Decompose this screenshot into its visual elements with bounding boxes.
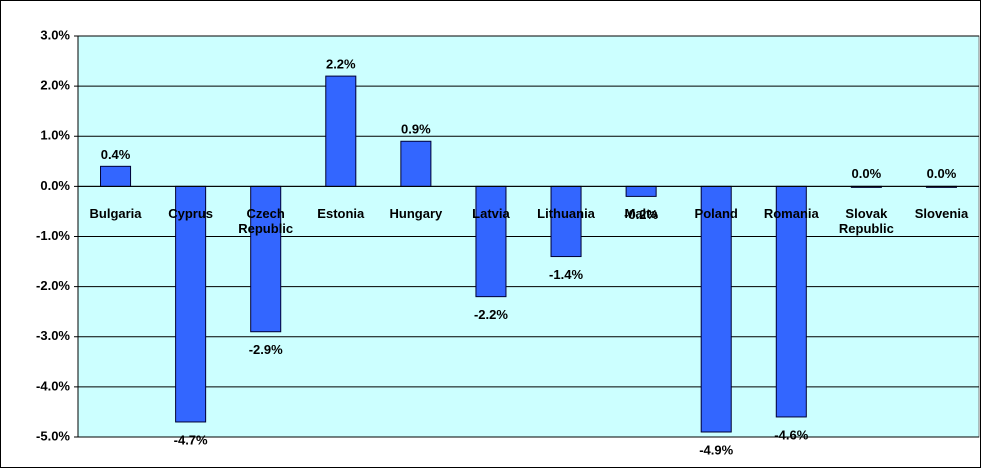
x-tick-label: Czech Republic [238,206,294,237]
y-tick-label: -2.0% [36,278,70,293]
bar [325,75,357,187]
y-tick-label: -1.0% [36,228,70,243]
y-tick-label: 0.0% [40,178,70,193]
x-tick-label: Hungary [389,206,443,222]
bar [775,185,807,418]
bar [100,165,132,187]
y-tick-label: 2.0% [40,78,70,93]
bar [700,185,732,433]
bar [400,140,432,187]
y-tick-label: -3.0% [36,328,70,343]
y-tick-label: -4.0% [36,378,70,393]
data-label: -4.7% [174,432,208,447]
data-label: -2.9% [249,342,283,357]
bar [175,185,207,423]
x-tick-label: Bulgaria [89,206,142,222]
bar [475,185,507,298]
data-label: -4.9% [699,442,733,457]
x-tick-label: Malta [624,206,658,222]
data-label: 0.9% [401,122,431,137]
bar [625,185,657,197]
data-label: -0.2% [624,207,658,222]
data-label: -2.2% [474,307,508,322]
y-tick-label: 3.0% [40,27,70,42]
x-tick-label: Estonia [317,206,365,222]
data-label: 0.0% [852,166,882,181]
data-label: 0.0% [927,166,957,181]
x-tick-label: Poland [694,206,738,222]
bar [550,185,582,258]
x-tick-label: Slovak Republic [838,206,894,237]
data-label: 2.2% [326,57,356,72]
y-tick-label: -5.0% [36,428,70,443]
x-tick-label: Lithuania [537,206,595,222]
data-label: -1.4% [549,267,583,282]
bar [250,185,282,333]
x-tick-label: Cyprus [168,206,214,222]
data-label: 0.4% [101,147,131,162]
x-tick-label: Romania [763,206,819,222]
x-tick-label: Latvia [472,206,510,222]
y-tick-label: 1.0% [40,128,70,143]
x-tick-label: Slovenia [914,206,969,222]
data-label: -4.6% [774,427,808,442]
